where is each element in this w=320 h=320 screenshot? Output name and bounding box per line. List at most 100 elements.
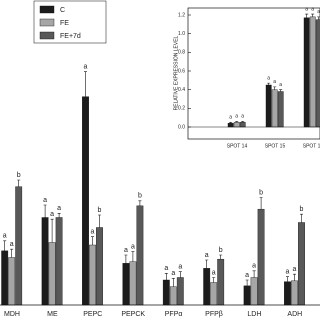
y-tick-label: 0.0	[178, 124, 185, 130]
significance-letter: b	[17, 172, 21, 179]
error-bar	[241, 121, 245, 123]
error-bar	[212, 277, 216, 283]
error-bar	[164, 273, 168, 280]
significance-letter: b	[138, 193, 142, 200]
bar	[129, 261, 137, 306]
significance-letter: a	[245, 272, 249, 279]
significance-letter: a	[286, 269, 290, 276]
bar	[227, 123, 234, 128]
bar	[210, 282, 218, 306]
error-bar	[311, 13, 315, 17]
bar	[82, 96, 89, 306]
significance-letter: a	[311, 6, 314, 12]
y-tick-label: 0.6	[178, 68, 185, 74]
bar	[239, 122, 246, 128]
bar	[8, 257, 16, 306]
legend-label: FE+7d	[60, 33, 81, 40]
legend-label: FE	[60, 20, 69, 27]
error-bar	[229, 122, 233, 124]
bar	[55, 217, 63, 306]
error-bar	[267, 82, 271, 85]
bar	[315, 19, 320, 128]
error-bar	[279, 89, 283, 92]
error-bar	[235, 121, 239, 123]
bar	[265, 84, 272, 128]
legend-swatch	[39, 5, 55, 14]
significance-letter: a	[235, 114, 238, 120]
significance-letter: a	[164, 265, 168, 272]
bar	[203, 268, 211, 306]
x-tick-label: ADH	[287, 311, 302, 318]
x-tick-label: ME	[47, 311, 58, 318]
error-bar	[178, 271, 182, 278]
bar	[257, 208, 265, 306]
error-bar	[205, 259, 209, 269]
significance-letter: a	[57, 205, 61, 212]
bar	[96, 227, 103, 306]
bar	[162, 279, 170, 306]
error-bar	[305, 13, 309, 18]
bar	[309, 16, 316, 128]
bar	[41, 217, 49, 306]
bar	[89, 244, 96, 306]
legend-swatch	[39, 18, 55, 27]
significance-letter: a	[305, 6, 308, 12]
error-bar	[259, 197, 263, 210]
error-bar	[273, 86, 277, 90]
error-bar	[43, 204, 47, 218]
bar	[303, 17, 310, 128]
significance-letter: a	[273, 79, 276, 85]
error-bar	[138, 200, 142, 206]
error-bar	[84, 71, 87, 97]
significance-letter: a	[3, 233, 7, 240]
inset-frame	[187, 7, 320, 140]
significance-letter: a	[171, 270, 175, 277]
bar	[169, 286, 177, 306]
significance-letter: a	[252, 263, 256, 270]
bar	[15, 186, 23, 306]
error-bar	[98, 214, 101, 228]
significance-letter: a	[43, 197, 47, 204]
bar	[122, 263, 130, 306]
significance-letter: a	[212, 269, 216, 276]
error-bar	[252, 270, 256, 278]
x-tick-label: PEPC	[83, 311, 102, 318]
significance-letter: a	[293, 266, 297, 273]
error-bar	[57, 213, 61, 218]
significance-letter: a	[50, 211, 54, 218]
legend-swatch	[39, 31, 55, 40]
significance-letter: a	[267, 75, 270, 81]
significance-letter: a	[10, 241, 14, 248]
y-tick-label: 0.2	[178, 106, 185, 112]
bar	[48, 242, 56, 306]
bar	[277, 91, 284, 128]
x-tick-label: PFPα	[165, 311, 183, 318]
error-bar	[3, 240, 7, 251]
y-tick-label: 0.8	[178, 50, 185, 56]
error-bar	[10, 248, 14, 258]
significance-letter: a	[205, 252, 209, 259]
significance-letter: a	[178, 264, 182, 271]
error-bar	[17, 179, 21, 187]
significance-letter: a	[241, 114, 244, 120]
significance-letter: b	[300, 206, 304, 213]
significance-letter: a	[84, 64, 88, 71]
y-tick-label: 1.0	[178, 31, 185, 37]
significance-letter: a	[124, 247, 128, 254]
x-tick-label: SPOT 18	[303, 143, 320, 149]
y-tick-label: 0.4	[178, 87, 185, 93]
significance-letter: a	[279, 82, 282, 88]
significance-letter: a	[317, 9, 320, 15]
x-tick-label: PEPCK	[121, 311, 145, 318]
legend-label: C	[60, 7, 65, 14]
x-tick-label: SPOT 14	[227, 143, 248, 149]
significance-letter: b	[219, 247, 223, 254]
error-bar	[293, 273, 296, 281]
bar	[271, 89, 278, 128]
y-tick-label: 1.2	[178, 12, 185, 18]
error-bar	[300, 213, 303, 223]
bar	[298, 222, 305, 306]
error-bar	[91, 236, 94, 245]
x-tick-label: MDH	[4, 311, 20, 318]
